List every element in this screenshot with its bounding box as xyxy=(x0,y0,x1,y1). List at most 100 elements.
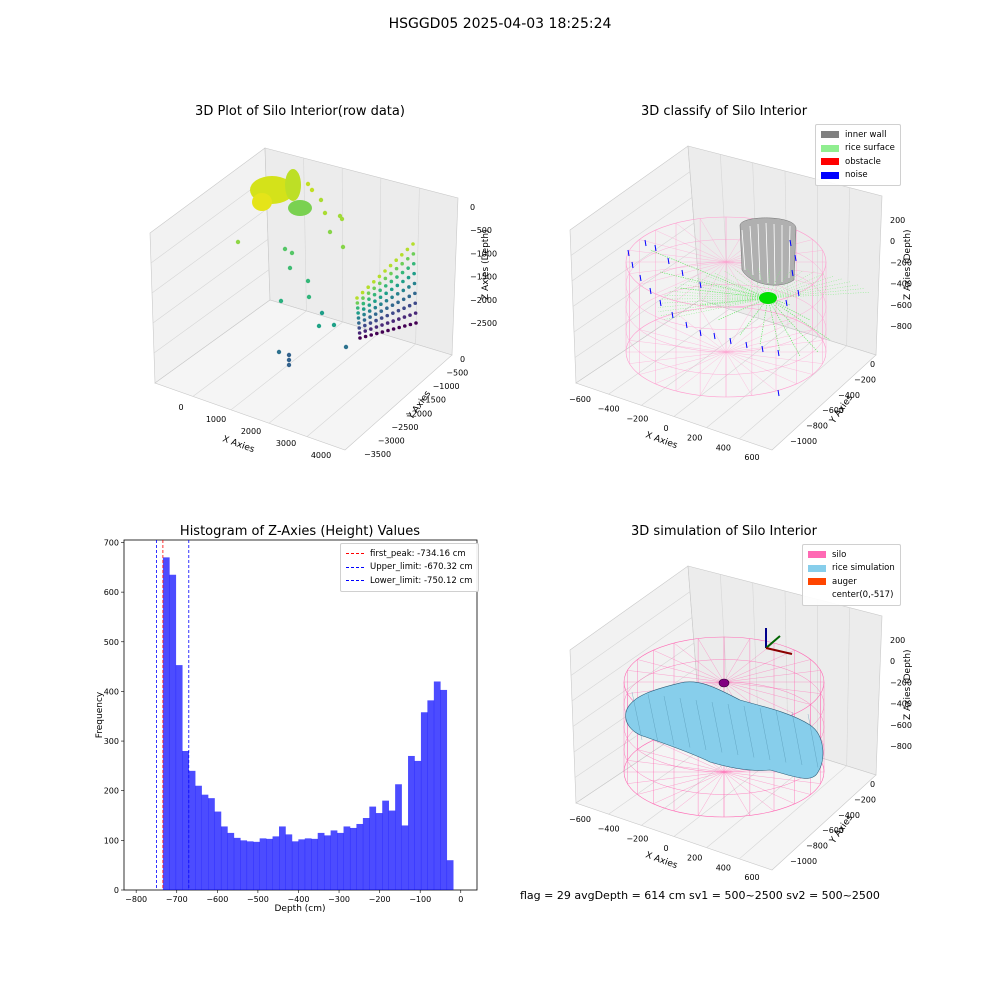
raw-scatter-point xyxy=(395,292,400,296)
simulation-tick-labels: −600 −400 −200 0 200 400 600 0 −200 −400 −600 −800 −… xyxy=(569,636,912,882)
rice-ray xyxy=(767,269,804,299)
raw-scatter-point xyxy=(322,210,328,216)
raw-scatter-point xyxy=(378,288,382,293)
raw-scatter-point xyxy=(361,296,365,300)
raw-ztick: −500 xyxy=(470,226,492,235)
histogram-bar xyxy=(175,665,183,890)
raw-scatter-point xyxy=(318,197,324,203)
gridline xyxy=(846,607,850,766)
raw-scatter-point xyxy=(400,261,404,266)
silo-spoke xyxy=(723,771,811,795)
silo-spoke xyxy=(639,329,727,353)
raw-scatter-point xyxy=(401,297,406,302)
histogram-bar xyxy=(395,784,402,890)
histogram-ytick-label: 600 xyxy=(104,588,119,597)
raw-xtick: 0 xyxy=(178,403,183,412)
raw-scatter-point xyxy=(379,302,383,307)
raw-scatter-point xyxy=(276,349,282,355)
raw-scatter-point xyxy=(369,333,374,337)
histogram-bar xyxy=(298,839,306,890)
simulation-ztick: −800 xyxy=(890,742,912,751)
raw-scatter-point xyxy=(331,322,337,328)
silo-spoke xyxy=(723,642,775,683)
raw-scatter-point xyxy=(362,312,366,317)
rice-ray xyxy=(767,275,834,299)
classify-legend: inner wall rice surface obstacle noise xyxy=(815,124,901,186)
raw-scatter-point xyxy=(413,291,417,296)
raw-scatter-point xyxy=(286,352,292,358)
raw-scatter-point xyxy=(361,301,366,306)
raw-ytick: −2500 xyxy=(391,423,418,432)
gridline xyxy=(573,248,697,333)
histogram-bar xyxy=(349,827,357,890)
histogram-bar xyxy=(427,700,435,890)
raw-scatter-point xyxy=(411,261,416,266)
raw-zlabel: Z Axies (Depth) xyxy=(481,229,491,300)
silo-spoke xyxy=(723,771,821,784)
histogram-bar xyxy=(246,841,254,890)
histogram-bar xyxy=(356,823,364,890)
gridline xyxy=(152,238,269,324)
raw-scatter-point xyxy=(384,291,388,296)
simulation-ztick: −400 xyxy=(890,700,912,709)
silo-spoke xyxy=(673,771,725,812)
raw-scatter-point xyxy=(385,306,389,310)
simulation-ytick: −200 xyxy=(854,795,876,804)
legend-entry: first_peak: -734.16 cm xyxy=(346,547,473,561)
simulation-legend: silo rice simulation auger center(0,-517) xyxy=(802,544,901,606)
raw-scatter-point xyxy=(356,316,361,320)
histogram-bar xyxy=(369,806,377,890)
triad-x-arrow xyxy=(765,647,793,655)
raw-scatter-point xyxy=(400,270,405,275)
silo-spoke xyxy=(723,771,775,812)
raw-scatter-singles xyxy=(235,181,418,368)
legend-entry: noise xyxy=(821,169,895,183)
triad-y-arrow xyxy=(765,635,781,649)
raw-scatter-point xyxy=(406,266,410,270)
noise-point xyxy=(789,239,792,247)
rice-ray xyxy=(767,288,865,299)
legend-label: center(0,-517) xyxy=(832,590,894,601)
silo-spoke xyxy=(723,681,795,714)
simulation-xtick: −400 xyxy=(598,825,620,834)
raw-point-cluster-top xyxy=(288,200,312,216)
raw-xtick: 2000 xyxy=(241,427,261,436)
raw-scatter-point xyxy=(319,310,325,316)
classify-xtick: 600 xyxy=(744,453,759,462)
histogram-legend: first_peak: -734.16 cm Upper_limit: -670.… xyxy=(340,543,479,592)
raw-scatter-point xyxy=(367,297,371,301)
silo-spoke xyxy=(723,650,795,683)
raw-xtick: 3000 xyxy=(276,439,296,448)
gridline xyxy=(706,336,818,428)
raw-scatter-point xyxy=(407,303,412,308)
raw-scatter-point xyxy=(385,321,390,325)
histogram-bar xyxy=(324,835,331,890)
raw-scatter-point xyxy=(367,303,372,307)
mesh-line xyxy=(743,705,755,758)
raw-scatter-point xyxy=(374,325,379,329)
raw-scatter-point xyxy=(408,322,413,327)
histogram-ytick-label: 700 xyxy=(104,538,119,547)
rice-ray xyxy=(739,297,769,336)
silo-spoke xyxy=(637,771,725,795)
noise-point xyxy=(659,299,662,307)
legend-label: first_peak: -734.16 cm xyxy=(370,548,466,559)
simulation-ztick: 0 xyxy=(890,657,895,666)
noise-point xyxy=(631,261,634,269)
gridline xyxy=(570,171,691,256)
classify-ztick: 200 xyxy=(890,216,905,225)
histogram-bar xyxy=(388,810,396,890)
histogram-bar xyxy=(272,836,280,890)
silo-spoke xyxy=(675,351,727,392)
legend-entry: center(0,-517) xyxy=(808,589,895,603)
rice-focus xyxy=(759,292,777,304)
histogram-bar xyxy=(440,689,448,890)
histogram-bar xyxy=(279,826,286,890)
histogram-bar xyxy=(182,750,189,890)
raw-ztick: −1000 xyxy=(470,249,497,258)
silo-spoke xyxy=(655,230,727,263)
mesh-line xyxy=(727,703,739,756)
silo-spoke xyxy=(627,670,725,683)
rice-ray xyxy=(767,297,831,341)
